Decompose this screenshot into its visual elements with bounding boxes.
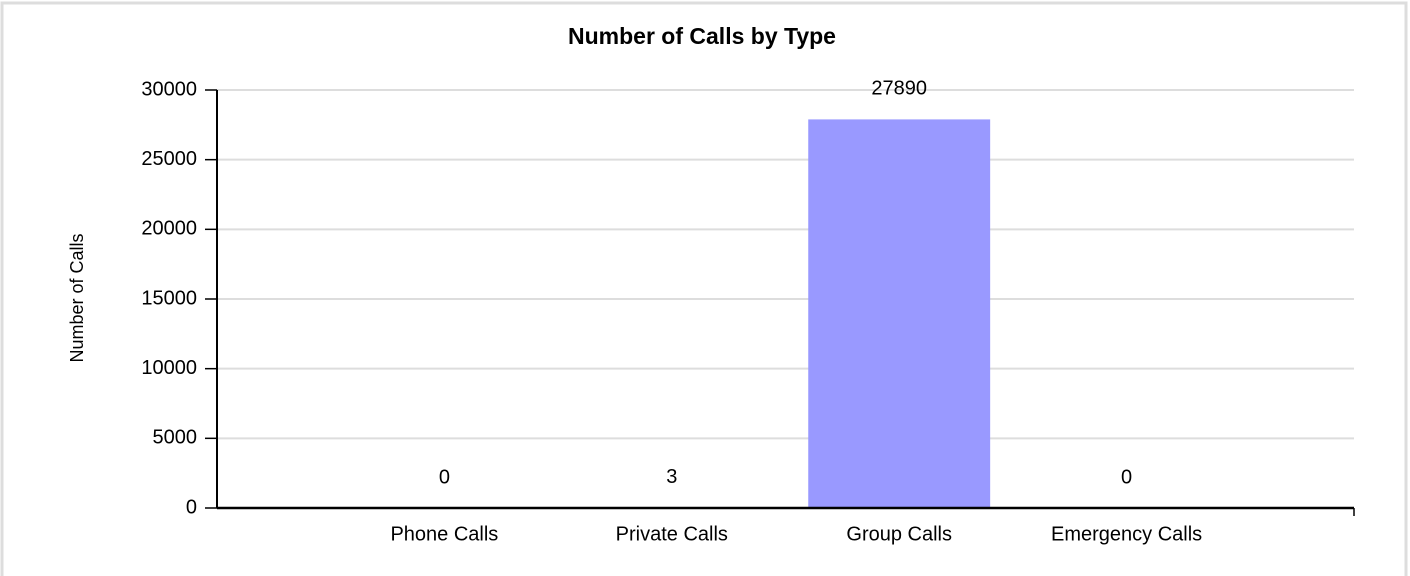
bar xyxy=(808,119,991,509)
value-label: 27890 xyxy=(871,78,927,100)
value-label: 3 xyxy=(666,466,677,488)
y-tick-label: 0 xyxy=(186,496,197,518)
y-tick-label: 25000 xyxy=(141,148,197,170)
x-tick-label: Group Calls xyxy=(846,523,952,545)
chart-title: Number of Calls by Type xyxy=(568,23,836,49)
x-tick-label: Phone Calls xyxy=(390,523,498,545)
y-tick-label: 30000 xyxy=(141,78,197,100)
x-tick-label: Emergency Calls xyxy=(1051,523,1202,545)
value-label: 0 xyxy=(439,466,450,488)
y-tick-label: 5000 xyxy=(153,427,198,449)
y-axis-label: Number of Calls xyxy=(67,233,87,362)
y-tick-label: 20000 xyxy=(141,218,197,240)
y-tick-label: 15000 xyxy=(141,287,197,309)
value-label: 0 xyxy=(1121,466,1132,488)
x-tick-label: Private Calls xyxy=(616,523,728,545)
y-tick-label: 10000 xyxy=(141,357,197,379)
